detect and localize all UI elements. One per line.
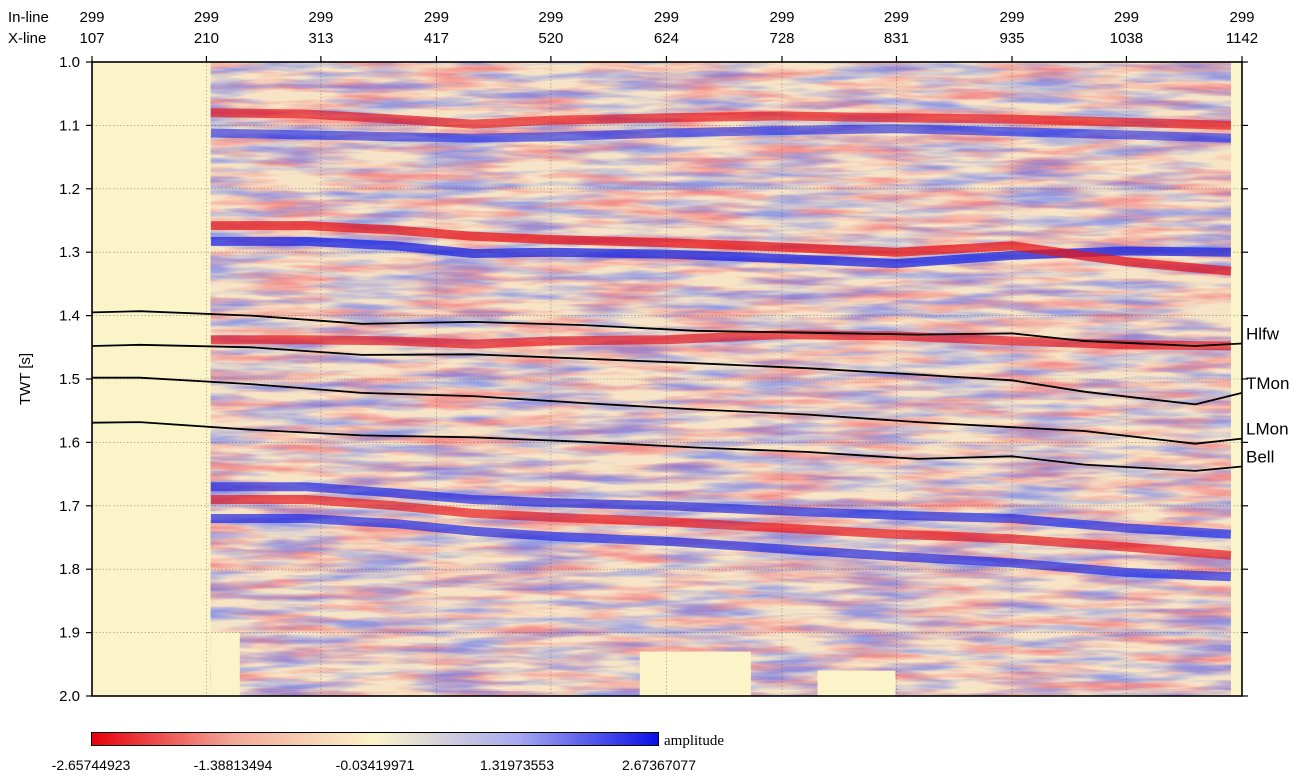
xline-tick-label: 107 <box>79 30 104 47</box>
inline-tick-label: 299 <box>1229 9 1254 26</box>
inline-tick-label: 299 <box>424 9 449 26</box>
reflector-red <box>210 108 1232 130</box>
xline-tick-label: 1038 <box>1110 30 1143 47</box>
inline-tick-label: 299 <box>999 9 1024 26</box>
y-tick-label: 1.7 <box>59 498 80 515</box>
inline-tick-label: 299 <box>654 9 679 26</box>
horizons: Hlfw TMon LMon Bell <box>91 310 1289 472</box>
no-data-gap <box>639 651 751 696</box>
colorbar-title: amplitude <box>664 733 724 749</box>
y-tick-label: 1.3 <box>59 244 80 261</box>
y-tick-label: 2.0 <box>59 688 80 705</box>
inline-tick-label: 299 <box>538 9 563 26</box>
xline-tick-label: 313 <box>308 30 333 47</box>
inline-tick-label: 299 <box>884 9 909 26</box>
colorbar-tick-label: -0.03419971 <box>335 757 415 773</box>
colorbar <box>91 732 659 746</box>
xline-tick-label: 728 <box>769 30 794 47</box>
top-axis-row-label: X-line <box>8 30 46 47</box>
inline-tick-label: 299 <box>308 9 333 26</box>
horizon-label: LMon <box>1246 420 1289 439</box>
xline-tick-label: 210 <box>194 30 219 47</box>
reflector-blue <box>210 514 1232 582</box>
horizon-label: TMon <box>1246 374 1289 393</box>
horizon-label: Bell <box>1246 447 1274 466</box>
xline-tick-label: 831 <box>884 30 909 47</box>
inline-tick-label: 299 <box>1114 9 1139 26</box>
xline-tick-label: 417 <box>424 30 449 47</box>
inline-tick-label: 299 <box>769 9 794 26</box>
y-tick-label: 1.0 <box>59 54 80 71</box>
reflector-red <box>210 221 1232 276</box>
colorbar-tick-label: 1.31973553 <box>480 757 554 773</box>
xline-tick-label: 1142 <box>1226 30 1258 47</box>
colorbar-tick-label: -1.38813494 <box>193 757 273 773</box>
y-tick-label: 1.8 <box>59 561 80 578</box>
colorbar-tick-label: -2.65744923 <box>51 757 131 773</box>
noise-blue <box>210 62 1231 696</box>
y-tick-label: 1.6 <box>59 434 80 451</box>
y-tick-label: 1.2 <box>59 181 80 198</box>
xline-tick-label: 935 <box>999 30 1024 47</box>
inline-tick-label: 299 <box>194 9 219 26</box>
xline-tick-label: 624 <box>654 30 679 47</box>
no-data-gap <box>817 670 896 696</box>
y-tick-label: 1.5 <box>59 371 80 388</box>
xline-tick-label: 520 <box>538 30 563 47</box>
horizon-lmon <box>92 376 1243 445</box>
horizon-label: Hlfw <box>1246 324 1280 343</box>
no-data-gap <box>210 632 240 696</box>
horizon-tmon <box>91 343 1243 406</box>
seismic-data <box>210 62 1232 696</box>
top-axis-row-label: In-line <box>8 9 49 26</box>
colorbar-tick-label: 2.67367077 <box>622 757 696 773</box>
horizon-hlfw <box>91 310 1243 347</box>
y-tick-label: 1.4 <box>59 308 80 325</box>
y-axis-label: TWT [s] <box>17 353 34 405</box>
inline-tick-label: 299 <box>79 9 104 26</box>
y-tick-label: 1.9 <box>59 625 80 642</box>
y-tick-label: 1.1 <box>59 117 80 134</box>
horizon-bell <box>91 421 1243 472</box>
